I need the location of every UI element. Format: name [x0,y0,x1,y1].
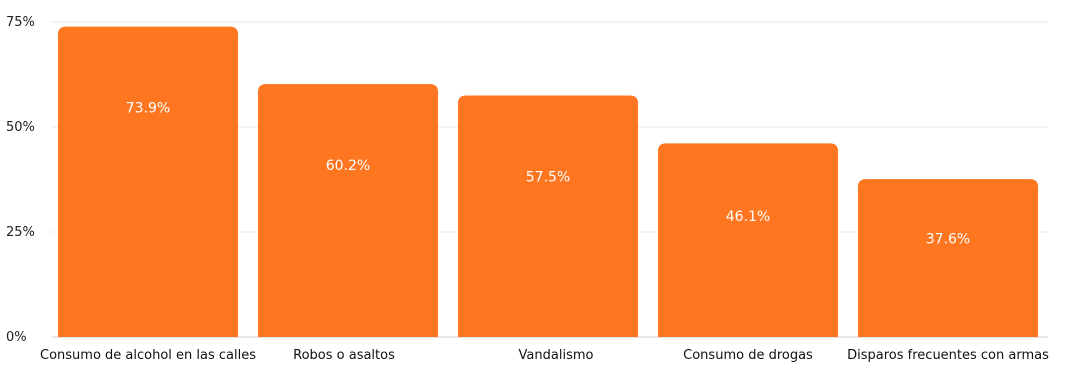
data-label: 57.5% [526,170,570,186]
x-category-label: Robos o asaltos [293,348,395,363]
data-label: 37.6% [926,232,970,248]
data-label: 46.1% [726,209,770,225]
bar [858,179,1038,337]
bar [658,143,838,337]
y-tick-label: 25% [6,225,35,240]
y-tick-label: 75% [6,15,35,30]
y-tick-label: 50% [6,120,35,135]
y-tick-label: 0% [6,330,27,345]
x-category-label: Consumo de drogas [683,348,813,363]
x-category-label: Vandalismo [519,348,594,363]
bar [458,95,638,337]
data-label: 73.9% [126,101,170,117]
bar [58,26,238,338]
x-category-label: Disparos frecuentes con armas [847,348,1049,363]
data-label: 60.2% [326,158,370,174]
x-category-label: Consumo de alcohol en las calles [40,348,256,363]
bar [258,84,438,337]
